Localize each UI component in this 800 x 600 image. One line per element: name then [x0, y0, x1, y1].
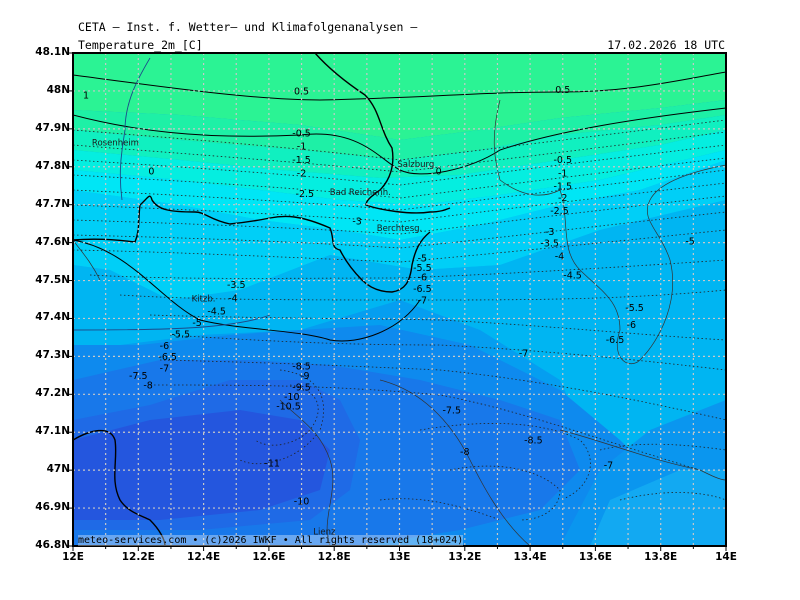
lat-tick-label: 47.7N: [12, 198, 70, 210]
isotherm-label: -6.5: [158, 352, 177, 363]
lon-tick-label: 14E: [715, 551, 737, 563]
copyright-footer: meteo-services.com • (c)2026 IWKF • All …: [78, 535, 463, 546]
isotherm-label: -2: [297, 168, 306, 179]
isotherm-label: -7: [418, 295, 427, 306]
isotherm-label: 0: [148, 166, 154, 177]
lon-tick-label: 13.6E: [579, 551, 612, 563]
isotherm-label: -5: [192, 318, 201, 329]
lat-tick-label: 47.1N: [12, 425, 70, 437]
lon-tick-label: 12.2E: [122, 551, 155, 563]
lon-tick-label: 13.2E: [448, 551, 481, 563]
lat-tick-label: 47.3N: [12, 349, 70, 361]
isotherm-label: -4: [228, 293, 237, 304]
isotherm-label: -6.5: [413, 284, 432, 295]
lat-tick-label: 48.1N: [12, 46, 70, 58]
isotherm-label: -1: [297, 142, 306, 153]
isotherm-label: -1.5: [553, 182, 572, 193]
lon-tick-label: 12E: [62, 551, 84, 563]
isotherm-label: -3: [545, 227, 554, 238]
lat-tick-label: 47.2N: [12, 387, 70, 399]
lat-tick-label: 47.4N: [12, 311, 70, 323]
isotherm-label: -9: [300, 371, 309, 382]
isotherm-label: -1.5: [292, 155, 311, 166]
isotherm-label: -4.5: [207, 307, 226, 318]
isotherm-label: -5.5: [171, 329, 190, 340]
isotherm-label: -8: [460, 447, 469, 458]
isotherm-label: -0.5: [292, 128, 311, 139]
isotherm-label: -2: [558, 193, 567, 204]
lat-tick-label: 47.9N: [12, 122, 70, 134]
isotherm-label: -7: [160, 364, 169, 375]
isotherm-label: -3.5: [540, 238, 559, 249]
isotherm-label: 0.5: [555, 85, 570, 96]
isotherm-label: -6.5: [606, 335, 625, 346]
isotherm-label: -5.5: [625, 303, 644, 314]
isotherm-label: -4.5: [563, 271, 582, 282]
lat-tick-label: 46.9N: [12, 501, 70, 513]
isotherm-label: -6: [160, 341, 169, 352]
isotherm-label: -10.5: [276, 401, 301, 412]
isotherm-label: 0.5: [294, 87, 309, 98]
isotherm-label: -7: [519, 348, 528, 359]
isotherm-label: -2.5: [296, 189, 315, 200]
isotherm-label: -1: [558, 168, 567, 179]
isotherm-label: -7.5: [442, 405, 461, 416]
place-label: Bad Reichenh.: [330, 188, 391, 198]
isotherm-label: -3: [352, 216, 361, 227]
isotherm-label: 0: [436, 166, 442, 177]
place-label: Kitzb.: [192, 294, 216, 304]
place-label: Salzburg: [397, 160, 434, 170]
isotherm-label: -11: [264, 458, 280, 469]
isotherm-label: -10: [294, 496, 310, 507]
place-label: Rosenheim: [92, 139, 139, 149]
lon-tick-label: 13.4E: [514, 551, 547, 563]
lon-tick-label: 13.8E: [644, 551, 677, 563]
lon-tick-label: 12.4E: [187, 551, 220, 563]
isotherm-label: -6: [418, 273, 427, 284]
lat-tick-label: 47.6N: [12, 236, 70, 248]
isotherm-label: -0.5: [553, 155, 572, 166]
lat-tick-label: 47N: [12, 463, 70, 475]
lat-tick-label: 47.8N: [12, 160, 70, 172]
lat-tick-label: 46.8N: [12, 539, 70, 551]
lon-tick-label: 13E: [389, 551, 411, 563]
lon-tick-label: 12.8E: [318, 551, 351, 563]
lat-tick-label: 47.5N: [12, 274, 70, 286]
isotherm-label: -2.5: [550, 206, 569, 217]
isotherm-label: 1: [83, 91, 89, 102]
isotherm-label: -3.5: [227, 280, 246, 291]
isotherm-label: -7: [604, 460, 613, 471]
place-label: Berchtesg.: [377, 224, 423, 234]
isotherm-label: -4: [555, 252, 564, 263]
isotherm-label: -8.5: [524, 436, 543, 447]
temperature-field: [73, 53, 726, 546]
isotherm-label: -6: [627, 320, 636, 331]
isotherm-label: -8: [143, 381, 152, 392]
lat-tick-label: 48N: [12, 84, 70, 96]
lon-tick-label: 12.6E: [252, 551, 285, 563]
isotherm-label: -5: [685, 237, 694, 248]
